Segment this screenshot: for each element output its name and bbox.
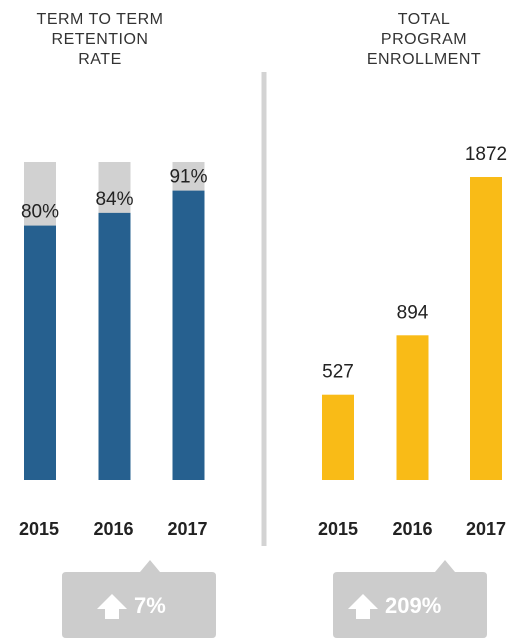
callout-box: [333, 560, 487, 638]
value-label: 894: [397, 302, 429, 323]
value-label: 84%: [95, 189, 133, 210]
chart-title: TERM TO TERM: [37, 11, 164, 28]
bar: [98, 212, 131, 480]
chart-title: TOTAL: [398, 11, 451, 28]
chart-title: RATE: [78, 51, 121, 68]
arrow-up-icon: [348, 594, 378, 619]
value-label: 91%: [169, 167, 207, 188]
x-tick-label: 2016: [392, 519, 432, 539]
bar: [24, 225, 56, 480]
x-tick-label: 2015: [19, 519, 59, 539]
chart-title: RETENTION: [52, 31, 149, 48]
change-label: 7%: [134, 593, 166, 618]
chart-title: ENROLLMENT: [367, 51, 481, 68]
x-tick-label: 2017: [167, 519, 207, 539]
x-tick-label: 2015: [318, 519, 358, 539]
bar: [470, 177, 502, 480]
callout-box: [62, 560, 216, 638]
bar: [172, 190, 205, 480]
chart-title: PROGRAM: [381, 31, 467, 48]
arrow-up-icon: [97, 594, 127, 619]
bar: [322, 394, 354, 480]
x-tick-label: 2017: [466, 519, 506, 539]
value-label: 527: [322, 362, 354, 383]
x-tick-label: 2016: [93, 519, 133, 539]
change-label: 209%: [385, 593, 441, 618]
value-label: 1872: [465, 144, 507, 165]
bar: [396, 335, 429, 480]
value-label: 80%: [21, 202, 59, 223]
